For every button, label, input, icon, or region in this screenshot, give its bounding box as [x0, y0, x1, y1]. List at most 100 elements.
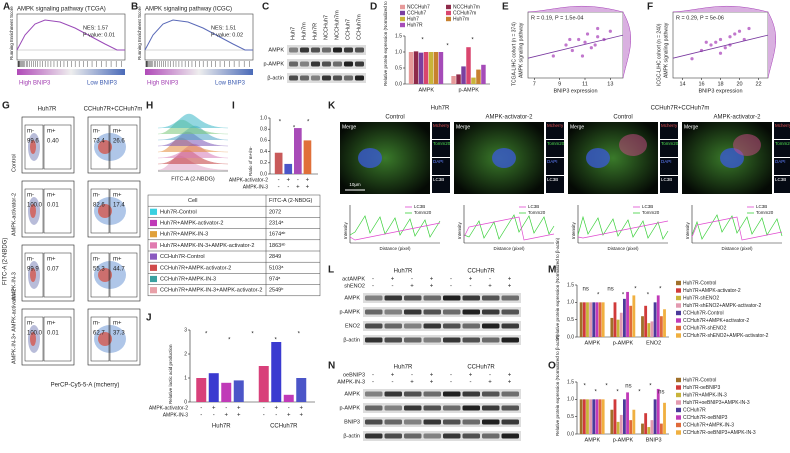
- bar: [601, 302, 605, 337]
- label: NES: 1.57: [83, 25, 108, 31]
- event-core: [30, 204, 36, 218]
- label: 2549ᵇ: [269, 287, 283, 294]
- label: -: [200, 406, 202, 412]
- legend-label: LC3B: [414, 204, 425, 209]
- enrichment-curve: [16, 19, 125, 51]
- label: CCHuh7R+CCHuh7m: [84, 107, 143, 113]
- point: [747, 26, 751, 31]
- blot-band: [423, 405, 441, 411]
- blot-band: [365, 433, 383, 439]
- label: 100.0: [27, 203, 43, 209]
- label: R = 0.19, P = 1.5e-04: [531, 15, 584, 21]
- blot-band: [384, 405, 402, 411]
- y-tick-label: 0.5: [567, 317, 574, 323]
- blot-band: [462, 323, 480, 329]
- bar: [647, 323, 651, 337]
- blot-band: [404, 419, 422, 425]
- micrograph: [340, 122, 430, 194]
- histogram-ridge: [157, 113, 229, 129]
- event-core: [98, 204, 112, 218]
- gate: [43, 252, 72, 298]
- panel-letter: A: [3, 2, 10, 13]
- label: 0.07: [47, 267, 59, 273]
- label: AMPK-IN-3: [163, 412, 189, 418]
- profile-line: [349, 222, 441, 241]
- nucleus: [586, 148, 610, 168]
- legend-label: CCHuh7R: [683, 407, 706, 413]
- point: [608, 29, 612, 33]
- bar: [623, 399, 626, 434]
- bar: [579, 399, 583, 434]
- significance: *: [421, 38, 424, 44]
- blot-band: [404, 337, 422, 343]
- gate: [90, 124, 110, 170]
- blot-band: [462, 309, 480, 315]
- label: CCHuh7R: [467, 269, 495, 275]
- label: -: [278, 178, 280, 184]
- bar: [595, 399, 599, 434]
- label: ICGC-LIHC cohort (n = 240): [656, 23, 662, 86]
- significance: *: [583, 384, 586, 390]
- blot-band: [501, 309, 519, 315]
- blot-band: [462, 337, 480, 343]
- bar: [644, 413, 648, 434]
- significance: ns: [607, 287, 613, 293]
- legend-swatch: [676, 280, 681, 286]
- label: 0.40: [47, 139, 59, 145]
- label: Huh7R-Control: [160, 209, 197, 215]
- blot-band: [365, 337, 383, 343]
- point: [596, 35, 600, 39]
- label: LC3B: [661, 177, 672, 182]
- legend-swatch: [676, 392, 681, 398]
- blot-band: [344, 61, 353, 67]
- label: Intensity: [685, 221, 690, 239]
- bar: [629, 305, 633, 337]
- label: 62.7: [93, 331, 105, 337]
- label: 73.4: [93, 139, 105, 145]
- gate: [109, 316, 138, 362]
- label: +: [306, 178, 310, 184]
- label: NCCHuh7m: [334, 10, 340, 40]
- legend-label: Huh7R-shENO2: [683, 295, 719, 301]
- blot-band: [482, 337, 500, 343]
- blot-band: [384, 323, 402, 329]
- label: 99.6: [27, 139, 39, 145]
- blot-band: [311, 61, 320, 67]
- blot-band: [355, 47, 364, 53]
- significance: *: [594, 390, 597, 396]
- blot-band: [365, 295, 383, 301]
- point: [580, 54, 585, 58]
- legend-label: Huh7R-shENO2+AMPK-activator-2: [683, 303, 761, 309]
- legend-label: Tomm20: [414, 210, 432, 215]
- legend-label: CCHuh7R-oeBNIP3+AMPK-IN-3: [683, 430, 756, 436]
- y-tick-label: 1: [184, 375, 187, 381]
- channel-thumb: [774, 122, 790, 139]
- legend-swatch: [676, 310, 681, 316]
- bar: [616, 319, 620, 337]
- row-swatch: [150, 264, 157, 271]
- legend-swatch: [676, 422, 681, 428]
- label: 17.4: [113, 203, 125, 209]
- label: Huh7m: [301, 22, 307, 40]
- bar: [626, 291, 629, 337]
- rank-gradient: [145, 69, 253, 75]
- label: Huh7R: [394, 365, 413, 371]
- significance: *: [649, 384, 652, 390]
- bar: [623, 298, 626, 337]
- label: β-actin: [343, 337, 360, 343]
- label: -: [470, 380, 472, 386]
- label: Distance (pixel): [721, 246, 753, 251]
- significance: ns: [658, 390, 664, 396]
- blot-band: [482, 391, 500, 397]
- blot-band: [384, 391, 402, 397]
- x-tick-label: p-AMPK: [613, 437, 634, 443]
- blot-band: [384, 309, 402, 315]
- x-tick-label: 20: [736, 81, 742, 87]
- y-tick-label: 1.0: [260, 115, 267, 121]
- bar: [610, 317, 614, 337]
- legend-label: Huh7R-Control: [683, 280, 716, 286]
- blot-band: [365, 391, 383, 397]
- y-tick-label: 2: [184, 351, 187, 357]
- bar: [641, 423, 644, 434]
- blot-band: [289, 75, 298, 81]
